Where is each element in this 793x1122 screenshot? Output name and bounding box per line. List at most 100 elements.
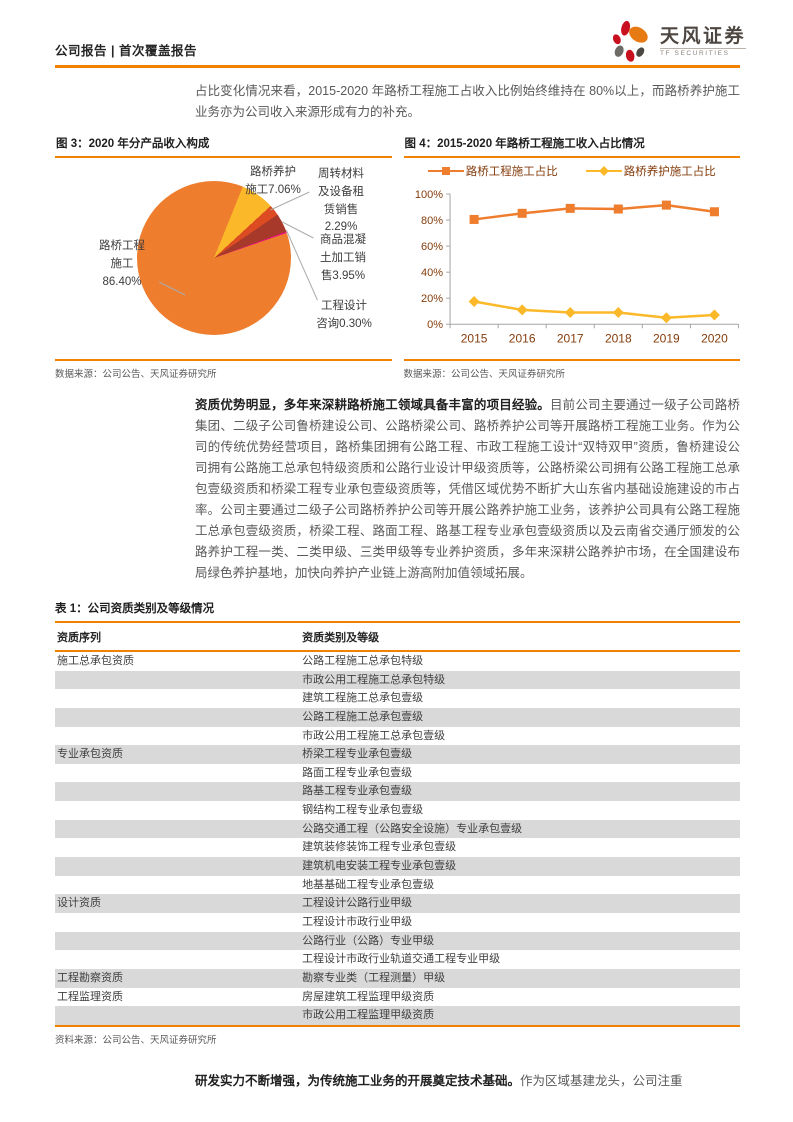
table-row: 市政公用工程施工总承包特级 <box>55 670 740 690</box>
table-row: 市政公用工程施工总承包壹级 <box>55 727 740 746</box>
qualification-table: 资质序列 资质类别及等级 施工总承包资质 公路工程施工总承包特级市政公用工程施工总… <box>55 623 740 1027</box>
brand-name: 天风证券 <box>659 26 746 48</box>
pie-slice-label: 周转材料 及设备租 赁销售 2.29% <box>318 168 364 234</box>
qualification-category-cell: 设计资质 <box>55 894 299 913</box>
figure-3: 图 3：2020 年分产品收入构成 路桥养护 施工7.06% 周转材料 及设备租 … <box>55 135 392 380</box>
pie-graphic <box>137 181 291 335</box>
qualification-category-cell <box>55 782 299 802</box>
qualification-item-cell: 钢结构工程专业承包壹级 <box>302 804 424 817</box>
figures-row: 图 3：2020 年分产品收入构成 路桥养护 施工7.06% 周转材料 及设备租 … <box>55 135 740 380</box>
qualification-paragraph: 资质优势明显，多年来深耕路桥施工领域具备丰富的项目经验。目前公司主要通过一级子公… <box>195 395 740 584</box>
qualification-category-cell <box>55 950 298 969</box>
qualification-category-cell <box>55 689 298 708</box>
qualification-category-cell <box>55 1006 299 1026</box>
paragraph-body: 作为区域基建龙头，公司注重 <box>520 1073 683 1088</box>
qualification-category-cell <box>55 707 299 727</box>
qualification-item-cell: 建筑机电安装工程专业承包壹级 <box>298 857 740 876</box>
pie-leader-lines <box>158 191 318 301</box>
qualification-item-cell: 市政公用工程监理甲级资质 <box>298 1006 740 1026</box>
legend-item: 路桥养护施工占比 <box>585 163 716 179</box>
table-row: 路面工程专业承包壹级 <box>55 764 740 783</box>
breadcrumb: 公司报告 | 首次覆盖报告 <box>55 44 197 58</box>
qualification-item-cell: 地基基础工程专业承包壹级 <box>302 878 435 891</box>
brand-logo: 天风证券 TF SECURITIES <box>609 20 746 64</box>
chart-legend: 路桥工程施工占比 路桥养护施工占比 <box>404 163 741 179</box>
svg-text:2016: 2016 <box>508 331 535 345</box>
figure-4-source: 数据来源：公司公告、天风证券研究所 <box>403 359 740 380</box>
svg-text:2017: 2017 <box>556 331 583 345</box>
svg-text:2018: 2018 <box>604 331 631 345</box>
column-header-grade: 资质类别及等级 <box>298 623 740 652</box>
qualification-item-cell: 桥梁工程专业承包壹级 <box>298 745 740 764</box>
svg-text:2015: 2015 <box>460 331 487 345</box>
table-row: 建筑机电安装工程专业承包壹级 <box>55 857 740 876</box>
qualification-item-cell: 建筑装修装饰工程专业承包壹级 <box>302 841 457 854</box>
table-row: 工程设计市政行业甲级 <box>55 913 740 932</box>
figure-4: 图 4：2015-2020 年路桥工程施工收入占比情况 路桥工程施工占比 路桥养护… <box>403 135 741 380</box>
pie-slice-label: 路桥工程 施工 86.40% <box>99 240 145 288</box>
table-row: 工程设计市政行业轨道交通工程专业甲级 <box>55 950 740 969</box>
table-row: 工程勘察资质 勘察专业类（工程测量）甲级 <box>55 968 740 988</box>
qualification-item-cell: 勘察专业类（工程测量）甲级 <box>298 968 740 988</box>
tf-flower-icon <box>612 20 648 62</box>
figure-3-title: 图 3：2020 年分产品收入构成 <box>55 135 392 158</box>
qualification-category-cell <box>55 764 298 783</box>
qualification-item-cell: 公路行业（公路）专业甲级 <box>298 931 740 951</box>
table-header: 资质序列 资质类别及等级 <box>55 623 740 652</box>
table-row: 专业承包资质 桥梁工程专业承包壹级 <box>55 745 740 764</box>
table-row: 公路交通工程（公路安全设施）专业承包壹级 <box>55 819 740 839</box>
intro-paragraph: 占比变化情况来看，2015-2020 年路桥工程施工占收入比例始终维持在 80%… <box>195 84 740 119</box>
qualification-item-cell: 市政公用工程施工总承包特级 <box>298 670 740 690</box>
table-row: 路基工程专业承包壹级 <box>55 782 740 802</box>
pie-slice-label: 商品混凝 土加工销 售3.95% <box>320 234 366 282</box>
pie-slice-label: 路桥养护 施工7.06% <box>245 166 301 196</box>
rd-paragraph: 研发实力不断增强，为传统施工业务的开展奠定技术基础。作为区域基建龙头，公司注重 <box>195 1071 740 1092</box>
qualification-item-cell: 路基工程专业承包壹级 <box>298 782 740 802</box>
brand-subtitle: TF SECURITIES <box>659 47 746 57</box>
legend-item: 路桥工程施工占比 <box>427 163 558 179</box>
table-source: 资料来源：公司公告、天风证券研究所 <box>55 1034 217 1046</box>
qualification-category-cell <box>55 838 298 857</box>
svg-text:100%: 100% <box>414 189 442 201</box>
qualification-item-cell: 房屋建筑工程监理甲级资质 <box>302 990 435 1003</box>
qualification-item-cell: 建筑工程施工总承包壹级 <box>302 692 424 705</box>
table-row: 市政公用工程监理甲级资质 <box>55 1006 740 1026</box>
qualification-table-section: 表 1：公司资质类别及等级情况 资质序列 资质类别及等级 施工总承包资质 公路工程… <box>55 600 740 1046</box>
line-chart: 路桥工程施工占比 路桥养护施工占比 0% 20% 40% 60% 80% 100% 2015 2… <box>404 158 741 359</box>
svg-text:2020: 2020 <box>701 331 728 345</box>
figure-3-source: 数据来源：公司公告、天风证券研究所 <box>55 359 392 380</box>
paragraph-lead: 资质优势明显，多年来深耕路桥施工领域具备丰富的项目经验。 <box>195 398 550 412</box>
page-header: 公司报告 | 首次覆盖报告 天风证券 TF SECURITIES <box>55 20 746 68</box>
qualification-item-cell: 工程设计市政行业甲级 <box>302 915 413 928</box>
qualification-category-cell <box>55 727 298 746</box>
qualification-item-cell: 公路工程施工总承包壹级 <box>298 707 740 727</box>
qualification-item-cell: 公路交通工程（公路安全设施）专业承包壹级 <box>298 819 740 839</box>
legend-label: 路桥养护施工占比 <box>623 166 716 178</box>
svg-text:60%: 60% <box>421 241 443 253</box>
table-row: 钢结构工程专业承包壹级 <box>55 801 740 820</box>
qualification-item-cell: 工程设计公路行业甲级 <box>298 894 740 913</box>
svg-text:20%: 20% <box>421 293 443 305</box>
qualification-item-cell: 公路工程施工总承包特级 <box>302 655 424 667</box>
qualification-table-body: 施工总承包资质 公路工程施工总承包特级市政公用工程施工总承包特级建筑工程施工总承包… <box>55 651 740 1026</box>
svg-text:80%: 80% <box>421 215 443 227</box>
qualification-category-cell <box>55 876 298 895</box>
qualification-item-cell: 市政公用工程施工总承包壹级 <box>302 729 446 742</box>
table-row: 工程监理资质 房屋建筑工程监理甲级资质 <box>55 988 740 1007</box>
svg-text:0%: 0% <box>427 319 443 331</box>
table-row: 设计资质 工程设计公路行业甲级 <box>55 894 740 913</box>
qualification-category-cell <box>55 801 298 820</box>
line-chart-svg: 0% 20% 40% 60% 80% 100% 2015 2016 2017 2018 2019 20… <box>414 189 739 345</box>
table-row: 公路工程施工总承包壹级 <box>55 707 740 727</box>
legend-diamond-marker-icon <box>585 166 622 176</box>
qualification-category-cell: 专业承包资质 <box>55 745 299 764</box>
table-row: 公路行业（公路）专业甲级 <box>55 931 740 951</box>
paragraph-lead: 研发实力不断增强，为传统施工业务的开展奠定技术基础。 <box>195 1073 521 1088</box>
qualification-category-cell: 施工总承包资质 <box>57 655 134 667</box>
qualification-category-cell <box>55 931 299 951</box>
qualification-item-cell: 路面工程专业承包壹级 <box>302 766 413 779</box>
pie-slice-label: 工程设计 咨询0.30% <box>316 300 372 330</box>
qualification-category-cell <box>55 819 299 839</box>
pie-chart: 路桥养护 施工7.06% 周转材料 及设备租 赁销售 2.29% 商品混凝 土加工销… <box>55 158 392 359</box>
